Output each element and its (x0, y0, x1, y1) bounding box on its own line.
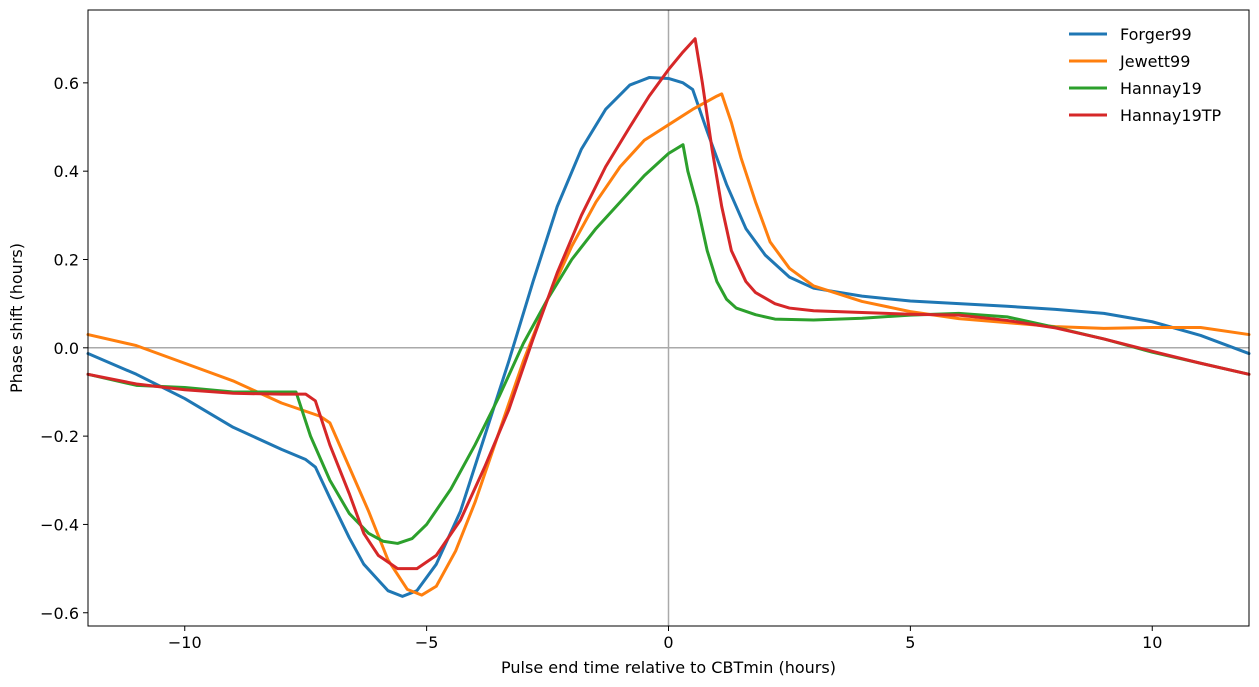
x-tick-label: 10 (1142, 633, 1162, 652)
y-axis-ticks: −0.6 −0.4 −0.2 0.0 0.2 0.4 0.6 (40, 74, 88, 623)
x-axis-label: Pulse end time relative to CBTmin (hours… (501, 658, 836, 677)
y-axis-label: Phase shift (hours) (7, 243, 26, 393)
legend-label-hannay19tp: Hannay19TP (1120, 106, 1222, 125)
y-tick-label: 0.0 (54, 339, 79, 358)
reference-lines (88, 10, 1249, 626)
y-tick-label: 0.6 (54, 74, 79, 93)
y-tick-label: −0.4 (40, 515, 79, 534)
x-tick-label: −5 (415, 633, 439, 652)
y-tick-label: 0.2 (54, 250, 79, 269)
legend-label-jewett99: Jewett99 (1119, 52, 1190, 71)
y-tick-label: −0.6 (40, 604, 79, 623)
legend-label-forger99: Forger99 (1120, 25, 1192, 44)
y-tick-label: 0.4 (54, 162, 79, 181)
series-line-hannay19tp (86, 37, 1251, 571)
legend-label-hannay19: Hannay19 (1120, 79, 1202, 98)
x-tick-label: −10 (168, 633, 202, 652)
x-tick-label: 5 (905, 633, 915, 652)
legend: Forger99 Jewett99 Hannay19 Hannay19TP (1069, 25, 1222, 125)
x-tick-label: 0 (663, 633, 673, 652)
series-layer (86, 37, 1251, 598)
y-tick-label: −0.2 (40, 427, 79, 446)
x-axis-ticks: −10 −5 0 5 10 (168, 626, 1162, 652)
series-line-forger99 (86, 76, 1251, 598)
